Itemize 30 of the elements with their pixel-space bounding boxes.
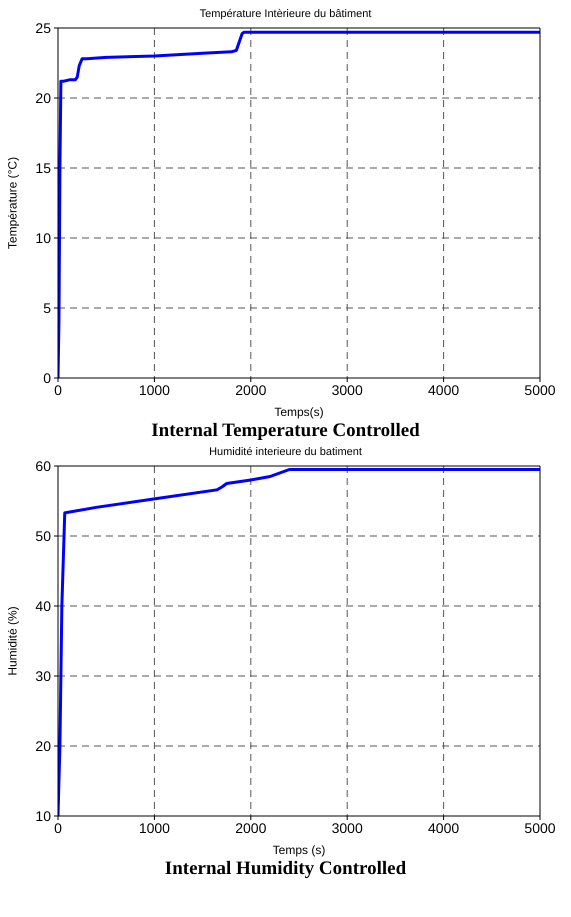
y-tick-label: 10	[35, 230, 52, 246]
y-tick-label: 15	[35, 160, 52, 176]
x-tick-label: 3000	[332, 382, 363, 398]
text: Internal Humidity Controlled	[164, 858, 408, 880]
x-tick-label: 2000	[235, 820, 267, 836]
x-tick-label: 1000	[138, 820, 170, 836]
x-tick-label: 1000	[138, 382, 170, 398]
y-tick-label: 40	[35, 598, 52, 614]
y-tick-label: 60	[35, 458, 52, 474]
y-tick-label: 20	[35, 90, 52, 106]
x-tick-label: 5000	[524, 382, 556, 398]
x-tick-label: 5000	[524, 820, 556, 836]
text: Internal Temperature Controlled	[150, 420, 421, 442]
x-tick-label: 4000	[428, 820, 460, 836]
y-tick-label: 5	[43, 300, 52, 316]
x-tick-label: 4000	[428, 382, 460, 398]
x-axis-title: Temps (s)	[272, 843, 326, 857]
y-tick-label: 0	[43, 370, 52, 386]
chart-title: Humidité interieure du batiment	[209, 446, 362, 458]
x-axis-title: Temps(s)	[274, 405, 324, 419]
y-tick-label: 25	[35, 20, 52, 36]
x-tick-label: 2000	[235, 382, 267, 398]
x-tick-label: 0	[54, 382, 62, 398]
y-tick-label: 10	[35, 808, 52, 824]
y-tick-label: 30	[35, 668, 52, 684]
x-tick-label: 3000	[332, 820, 363, 836]
chart-title: Température Intèrieure du bâtiment	[200, 8, 372, 20]
y-tick-label: 20	[35, 738, 52, 754]
y-tick-label: 50	[35, 528, 52, 544]
x-tick-label: 0	[54, 820, 62, 836]
